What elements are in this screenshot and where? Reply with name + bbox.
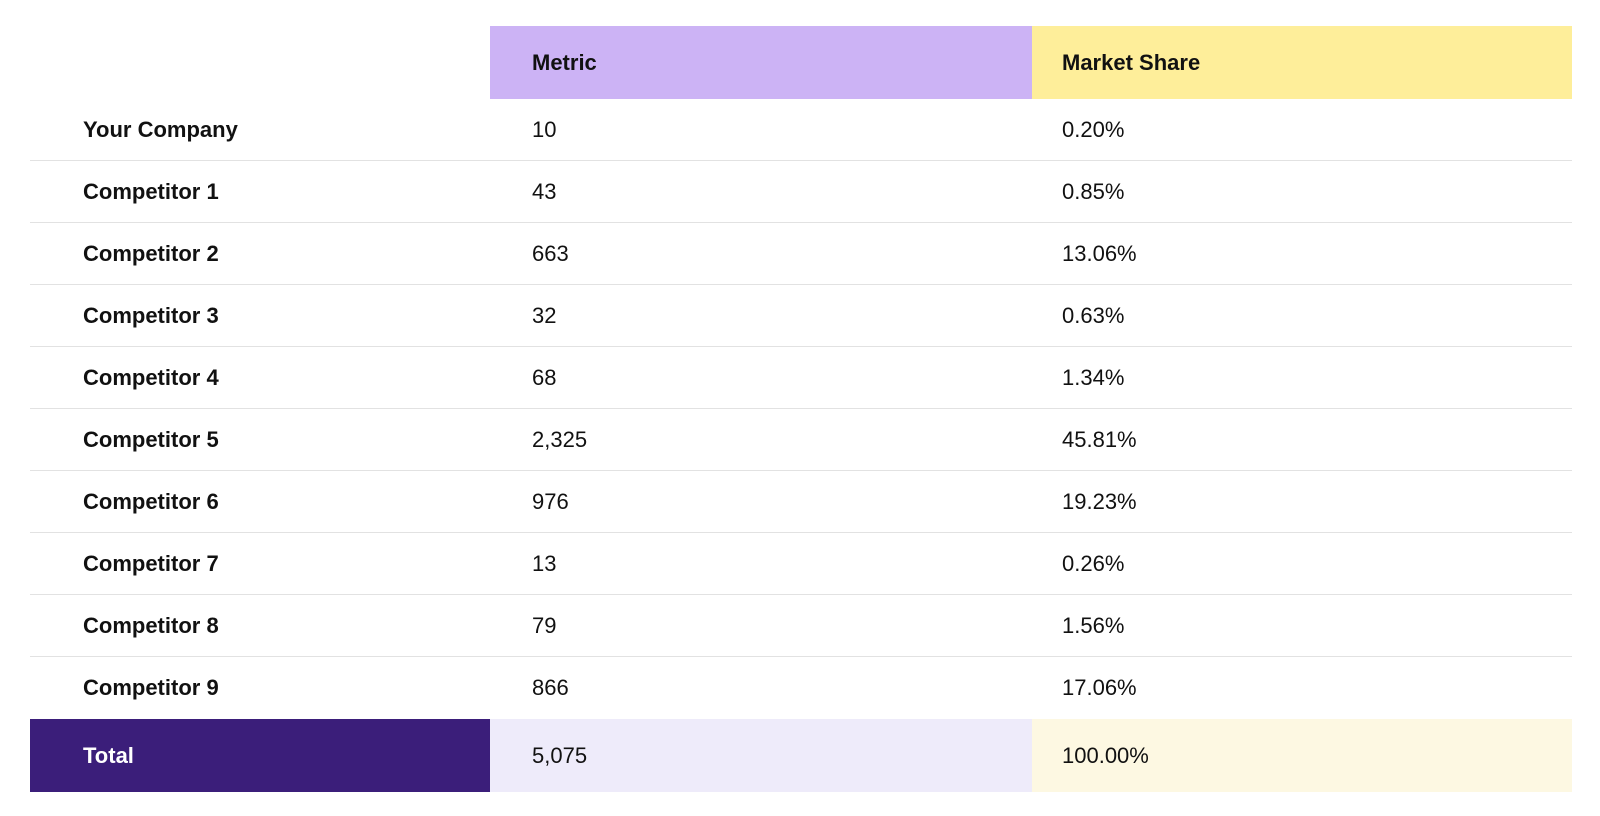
market-share-table: Metric Market Share Your Company 10 0.20% C… (30, 26, 1572, 792)
row-company-label: Competitor 4 (83, 364, 219, 390)
row-market-share-value: 19.23% (1062, 488, 1137, 514)
row-market-share-value: 17.06% (1062, 675, 1137, 700)
table-row: Competitor 1 43 0.85% (30, 161, 1572, 223)
table-row: Competitor 7 13 0.26% (30, 533, 1572, 595)
row-company-label-cell: Competitor 2 (30, 223, 490, 284)
row-metric-value-cell: 68 (490, 347, 1032, 408)
table-row: Competitor 9 866 17.06% (30, 657, 1572, 719)
row-company-label-cell: Competitor 6 (30, 471, 490, 532)
row-company-label: Competitor 3 (83, 302, 219, 328)
total-market-share-value: 100.00% (1062, 742, 1149, 768)
row-metric-value-cell: 976 (490, 471, 1032, 532)
total-label-text: Total (83, 742, 134, 768)
row-company-label: Competitor 7 (83, 550, 219, 576)
row-market-share-value-cell: 0.20% (1032, 99, 1572, 160)
row-company-label-cell: Competitor 5 (30, 409, 490, 470)
metric-column-label: Metric (532, 49, 597, 75)
row-metric-value-cell: 663 (490, 223, 1032, 284)
row-metric-value-cell: 13 (490, 533, 1032, 594)
row-market-share-value: 0.26% (1062, 550, 1125, 576)
row-company-label-cell: Your Company (30, 99, 490, 160)
row-metric-value: 68 (532, 364, 557, 390)
row-metric-value-cell: 43 (490, 161, 1032, 222)
total-metric-value: 5,075 (532, 742, 588, 768)
header-cell-market-share: Market Share (1032, 26, 1572, 99)
row-market-share-value-cell: 0.85% (1032, 161, 1572, 222)
row-market-share-value: 0.20% (1062, 116, 1125, 142)
row-metric-value: 13 (532, 550, 557, 576)
row-metric-value: 32 (532, 302, 557, 328)
row-metric-value-cell: 2,325 (490, 409, 1032, 470)
table-row: Your Company 10 0.20% (30, 99, 1572, 161)
row-market-share-value: 45.81% (1062, 426, 1137, 452)
row-market-share-value-cell: 45.81% (1032, 409, 1572, 470)
row-metric-value-cell: 866 (490, 657, 1032, 719)
table-body: Your Company 10 0.20% Competitor 1 43 0.85% Co… (30, 99, 1572, 719)
row-company-label-cell: Competitor 9 (30, 657, 490, 719)
row-company-label-cell: Competitor 4 (30, 347, 490, 408)
row-market-share-value: 0.85% (1062, 178, 1125, 204)
row-company-label-cell: Competitor 8 (30, 595, 490, 656)
row-market-share-value: 1.34% (1062, 364, 1125, 390)
row-metric-value: 2,325 (532, 426, 588, 452)
table-row: Competitor 2 663 13.06% (30, 223, 1572, 285)
row-metric-value-cell: 10 (490, 99, 1032, 160)
table-row: Competitor 4 68 1.34% (30, 347, 1572, 409)
header-cell-metric: Metric (490, 26, 1032, 99)
row-company-label: Competitor 8 (83, 612, 219, 638)
total-row-label: Total (30, 719, 490, 792)
row-company-label: Competitor 1 (83, 178, 219, 204)
row-market-share-value-cell: 19.23% (1032, 471, 1572, 532)
row-metric-value-cell: 32 (490, 285, 1032, 346)
market-share-column-label: Market Share (1062, 49, 1201, 75)
row-metric-value: 10 (532, 116, 557, 142)
total-market-share-cell: 100.00% (1032, 719, 1572, 792)
row-metric-value: 43 (532, 178, 557, 204)
header-cell-empty (30, 26, 490, 99)
row-company-label: Competitor 5 (83, 426, 219, 452)
row-company-label-cell: Competitor 3 (30, 285, 490, 346)
table-row: Competitor 3 32 0.63% (30, 285, 1572, 347)
row-market-share-value: 0.63% (1062, 302, 1125, 328)
row-market-share-value-cell: 17.06% (1032, 657, 1572, 719)
row-market-share-value-cell: 0.63% (1032, 285, 1572, 346)
row-metric-value: 663 (532, 240, 569, 266)
row-market-share-value-cell: 1.56% (1032, 595, 1572, 656)
row-metric-value-cell: 79 (490, 595, 1032, 656)
row-market-share-value: 1.56% (1062, 612, 1125, 638)
row-company-label: Competitor 9 (83, 675, 219, 700)
row-market-share-value-cell: 1.34% (1032, 347, 1572, 408)
row-company-label: Competitor 2 (83, 240, 219, 266)
row-metric-value: 976 (532, 488, 569, 514)
row-metric-value: 866 (532, 675, 569, 700)
table-total-row: Total 5,075 100.00% (30, 719, 1572, 792)
row-company-label: Competitor 6 (83, 488, 219, 514)
row-market-share-value-cell: 0.26% (1032, 533, 1572, 594)
row-market-share-value: 13.06% (1062, 240, 1137, 266)
table-row: Competitor 6 976 19.23% (30, 471, 1572, 533)
table-row: Competitor 5 2,325 45.81% (30, 409, 1572, 471)
row-company-label-cell: Competitor 7 (30, 533, 490, 594)
row-company-label-cell: Competitor 1 (30, 161, 490, 222)
row-company-label: Your Company (83, 116, 238, 142)
table-row: Competitor 8 79 1.56% (30, 595, 1572, 657)
row-metric-value: 79 (532, 612, 557, 638)
total-metric-cell: 5,075 (490, 719, 1032, 792)
table-header-row: Metric Market Share (30, 26, 1572, 99)
row-market-share-value-cell: 13.06% (1032, 223, 1572, 284)
